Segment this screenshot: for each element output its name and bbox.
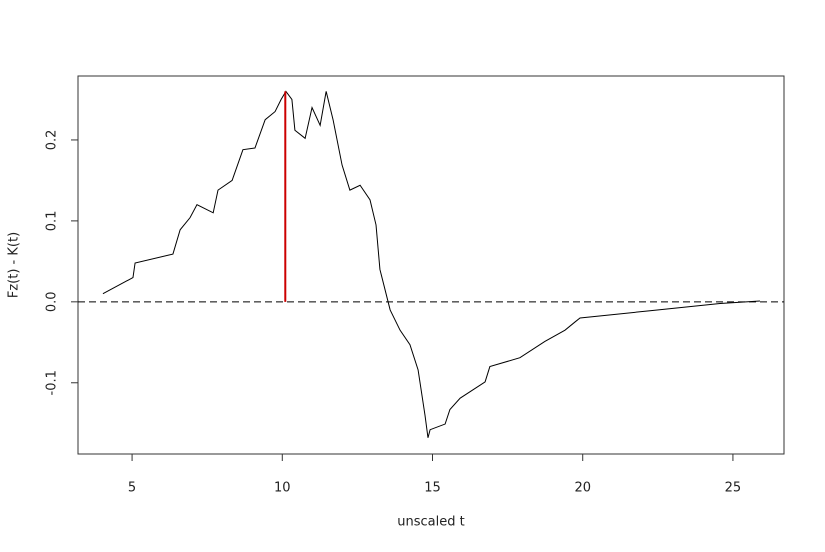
x-tick-label: 15 [424, 481, 441, 496]
x-axis-label: unscaled t [397, 515, 464, 530]
plot-box [77, 75, 785, 455]
y-tick-label: 0.2 [45, 130, 60, 151]
y-axis-label: Fz(t) - K(t) [7, 232, 22, 298]
x-tick-label: 25 [725, 481, 742, 496]
x-tick-label: 5 [128, 481, 136, 496]
x-tick-label: 20 [574, 481, 591, 496]
y-tick-label: -0.1 [45, 370, 60, 395]
data-line [102, 90, 760, 438]
y-tick-label: 0.0 [45, 291, 60, 312]
y-tick-label: 0.1 [45, 211, 60, 232]
x-tick-label: 10 [274, 481, 291, 496]
